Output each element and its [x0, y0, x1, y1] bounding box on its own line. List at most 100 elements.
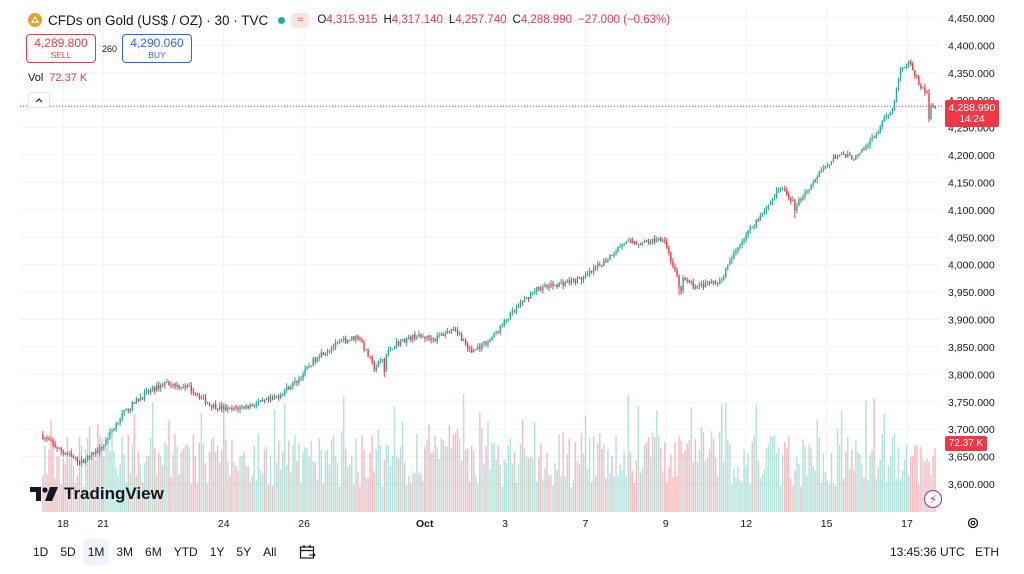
candle-body [751, 227, 753, 229]
candle-body [523, 298, 526, 302]
candle-body [249, 404, 251, 408]
volume-bar [377, 429, 379, 512]
volume-bar [910, 456, 912, 512]
candle-body [107, 438, 109, 440]
lightning-icon[interactable]: ⚡ [924, 490, 942, 508]
candle-body [450, 328, 453, 333]
range-button-1m[interactable]: 1M [82, 539, 110, 565]
candle-body [184, 385, 186, 389]
calendar-icon[interactable] [299, 543, 317, 561]
candle-body [168, 381, 170, 386]
volume-bar [436, 446, 438, 512]
volume-bar [300, 482, 302, 512]
candle-body [172, 383, 174, 386]
range-button-5y[interactable]: 5Y [236, 545, 252, 559]
volume-bar [560, 476, 562, 512]
range-button-6m[interactable]: 6M [145, 545, 162, 559]
range-button-3m[interactable]: 3M [116, 545, 134, 559]
volume-bar [721, 403, 723, 512]
volume-bar [131, 444, 134, 512]
volume-bar [491, 443, 493, 512]
candle-body [912, 63, 914, 71]
candle-body [408, 336, 410, 339]
volume-bar [893, 432, 896, 512]
candle-body [391, 349, 394, 351]
buy-button[interactable]: 4,290.060 BUY [122, 34, 192, 63]
volume-bar [292, 445, 294, 512]
volume-bar [231, 440, 233, 512]
volume-bar [731, 484, 733, 512]
volume-bar [694, 439, 697, 512]
high-label: H [383, 14, 392, 26]
volume-bar [653, 437, 656, 512]
volume-bar [883, 413, 886, 512]
candle-body [779, 189, 782, 191]
volume-bar [332, 435, 335, 512]
volume-bar [143, 462, 146, 512]
symbol-name[interactable]: CFDs on Gold (US$ / OZ) · 30 · TVC [48, 12, 269, 28]
volume-bar [534, 421, 536, 512]
volume-bar [867, 479, 869, 512]
candle-body [334, 342, 337, 348]
range-button-5d[interactable]: 5D [60, 545, 76, 559]
range-button-1y[interactable]: 1Y [209, 545, 225, 559]
candle-body [619, 246, 621, 248]
sell-button[interactable]: 4,289.800 SELL [26, 34, 96, 63]
range-button-ytd[interactable]: YTD [173, 545, 198, 559]
volume-bar [212, 437, 215, 512]
candle-body [438, 335, 440, 337]
candle-body [147, 390, 150, 393]
candle-body [316, 358, 318, 362]
volume-bar [511, 463, 514, 512]
volume-bar [387, 446, 390, 512]
volume-bar [312, 460, 314, 512]
candle-body [700, 284, 703, 286]
candle-body [430, 338, 432, 341]
volume-bar [340, 431, 343, 512]
approx-badge[interactable]: ≈ [291, 12, 310, 28]
volume-tag: 72.37 K [945, 436, 987, 451]
session-label[interactable]: ETH [975, 545, 999, 559]
chart-grid [20, 8, 940, 512]
range-button-1d[interactable]: 1D [33, 545, 49, 559]
volume-bar [326, 449, 329, 512]
volume-bar [202, 442, 205, 512]
close-label: C [512, 14, 521, 26]
range-button-all[interactable]: All [263, 545, 277, 559]
volume-bar [558, 433, 560, 512]
collapse-legend-button[interactable] [28, 92, 50, 108]
candle-body [757, 219, 760, 221]
candle-body [103, 445, 105, 448]
volume-bar [117, 475, 119, 512]
candle-body [387, 350, 390, 355]
tradingview-logo[interactable]: TradingView [30, 484, 164, 504]
candle-body [808, 189, 810, 191]
candle-body [416, 337, 418, 339]
candle-body [277, 396, 280, 398]
clock-time[interactable]: 13:45:36 UTC [890, 545, 965, 559]
candle-body [765, 206, 768, 212]
gear-icon[interactable] [966, 516, 980, 530]
time-tick-label: 21 [97, 518, 109, 530]
candle-body [810, 184, 812, 190]
candle-body [592, 267, 595, 273]
candle-body [442, 334, 444, 336]
volume-bar [265, 446, 268, 512]
candle-body [639, 244, 642, 246]
candle-body [617, 246, 619, 252]
volume-bar [233, 461, 235, 512]
volume-bar [434, 435, 436, 512]
volume-bar [529, 456, 532, 512]
volume-bar [487, 421, 489, 512]
volume-bar [385, 444, 388, 512]
volume-bar [184, 446, 186, 512]
candle-body [403, 338, 406, 343]
candle-body [525, 297, 528, 299]
volume-bar [804, 446, 806, 512]
volume-bar [320, 449, 323, 512]
last-price-tag: 4,288.990 14:24 [945, 100, 999, 127]
volume-bar [225, 439, 227, 512]
volume-bar [737, 465, 739, 512]
volume-bar [562, 432, 564, 512]
